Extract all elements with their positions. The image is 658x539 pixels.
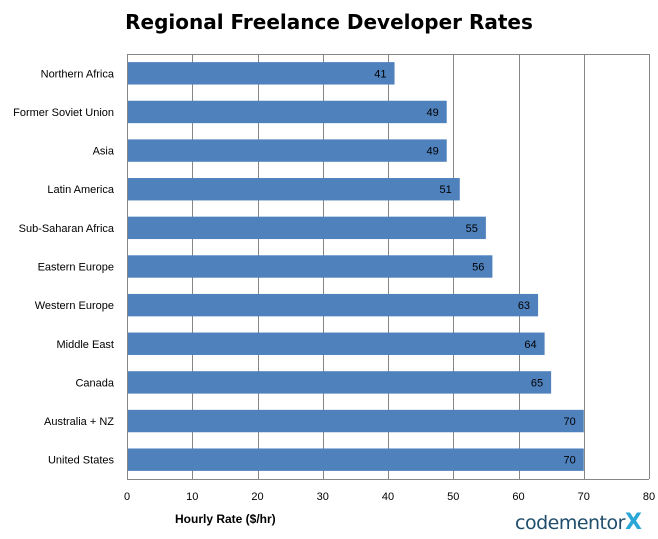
category-label: Australia + NZ: [44, 416, 114, 428]
x-tick-label: 40: [382, 491, 394, 503]
data-label: 56: [472, 262, 484, 274]
bar: [128, 332, 545, 355]
data-label: 41: [374, 68, 386, 80]
data-label: 55: [466, 223, 478, 235]
codementor-logo: codementorX: [515, 510, 642, 535]
data-label: 64: [524, 339, 536, 351]
category-label: Eastern Europe: [38, 262, 114, 274]
logo-mark: X: [624, 510, 642, 535]
x-axis-label: Hourly Rate ($/hr): [175, 512, 276, 526]
bar: [128, 139, 447, 162]
bar: [128, 62, 395, 85]
x-tick-label: 60: [512, 491, 524, 503]
data-label: 70: [564, 455, 576, 467]
category-label: Asia: [93, 146, 115, 158]
category-label: Sub-Saharan Africa: [19, 223, 115, 235]
category-label: Former Soviet Union: [13, 107, 114, 119]
bar: [128, 409, 584, 433]
bar: [128, 100, 447, 124]
category-label: Middle East: [57, 339, 114, 351]
x-tick-label: 70: [578, 491, 590, 503]
bar: [128, 178, 460, 201]
data-label: 49: [426, 146, 438, 158]
x-tick-label: 30: [317, 491, 329, 503]
data-label: 63: [518, 300, 530, 312]
category-label: Canada: [75, 377, 114, 389]
x-tick-label: 10: [186, 491, 198, 503]
x-tick-label: 50: [447, 491, 459, 503]
data-label: 49: [426, 107, 438, 119]
data-label: 70: [564, 416, 576, 428]
category-label: Latin America: [47, 184, 115, 196]
bar: [128, 255, 493, 278]
bar: [128, 371, 552, 394]
logo-text: codementor: [515, 512, 625, 534]
x-tick-label: 0: [124, 491, 130, 503]
data-label: 65: [531, 377, 543, 389]
bar: [128, 293, 539, 317]
x-tick-label: 20: [251, 491, 263, 503]
bar: [128, 448, 584, 471]
category-label: United States: [48, 455, 115, 467]
chart-title: Regional Freelance Developer Rates: [125, 10, 533, 34]
category-label: Northern Africa: [41, 68, 115, 80]
x-tick-label: 80: [643, 491, 655, 503]
data-label: 51: [440, 184, 452, 196]
category-label: Western Europe: [35, 300, 114, 312]
bar: [128, 216, 486, 240]
